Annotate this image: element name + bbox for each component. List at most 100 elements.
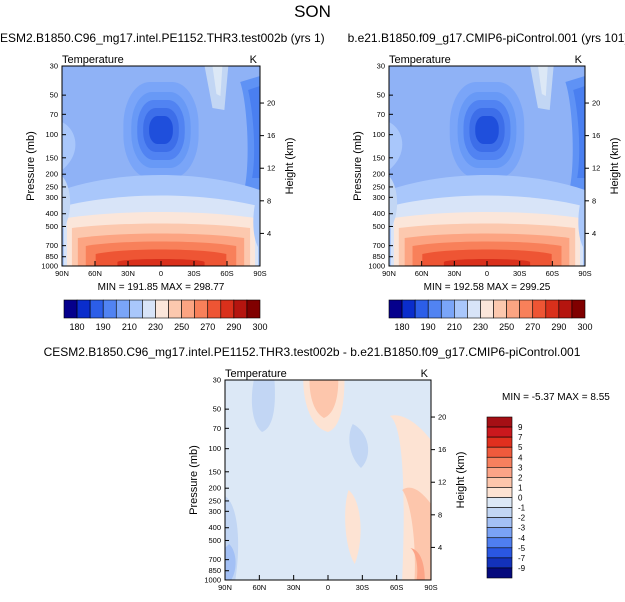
negative-patch-upper xyxy=(251,380,275,432)
x-tick-label: 90N xyxy=(218,583,232,592)
y-tick-label: 150 xyxy=(45,153,58,162)
colorbar-label: 9 xyxy=(518,423,523,432)
variable-label-difference: Temperature xyxy=(225,368,287,380)
colorbar-box xyxy=(181,299,195,319)
y-tick-label: 850 xyxy=(45,252,58,261)
colorbar-box xyxy=(506,299,520,319)
colorbar-label: -4 xyxy=(518,534,526,543)
x-tick-label: 60N xyxy=(415,269,429,278)
y-axis-title: Pressure (mb) xyxy=(25,131,37,201)
colorbar-box xyxy=(486,477,513,488)
colorbar-model: 180 190 210 230 250 270 290 300 xyxy=(63,299,268,332)
y-tick-label: 700 xyxy=(208,555,221,564)
x-tick-label: 0 xyxy=(159,269,163,278)
colorbar-box xyxy=(519,299,534,319)
colorbar-label: 270 xyxy=(200,322,215,332)
colorbar-box xyxy=(486,557,513,569)
colorbar-box xyxy=(486,487,513,498)
colorbar-box xyxy=(89,299,104,319)
colorbar-box xyxy=(207,299,222,319)
colorbar-box xyxy=(76,299,91,319)
colorbar-box xyxy=(194,299,209,319)
colorbar-box xyxy=(454,299,468,319)
colorbar-box xyxy=(388,299,403,319)
colorbar-label: -3 xyxy=(518,524,526,533)
positive-peak-south-polar xyxy=(410,548,425,580)
south-polar-surface xyxy=(253,190,260,250)
y-axis-title: Pressure (mb) xyxy=(352,131,364,201)
y-tick-label: 400 xyxy=(372,209,385,218)
units-label-control: K xyxy=(575,54,583,66)
colorbar-box xyxy=(545,299,560,319)
y-tick-label: 100 xyxy=(45,130,58,139)
colorbar-label: 1 xyxy=(518,483,523,492)
colorbar-label: 290 xyxy=(551,322,566,332)
colorbar-box xyxy=(440,299,455,319)
negative-patch-midlat xyxy=(349,424,369,468)
colorbar-box xyxy=(401,299,416,319)
cold-pool-band-4 xyxy=(149,116,173,144)
colorbar-label: 180 xyxy=(395,322,410,332)
colorbar-control: 180 190 210 230 250 270 290 300 xyxy=(388,299,593,332)
colorbar-label: 0 xyxy=(518,494,523,503)
y-tick-label: 500 xyxy=(45,222,58,231)
y-tick-label: 850 xyxy=(208,566,221,575)
colorbar-label: -2 xyxy=(518,514,526,523)
y-tick-label: 250 xyxy=(45,182,58,191)
y-tick-label: 300 xyxy=(208,507,221,516)
y-tick-label: 50 xyxy=(213,405,221,414)
units-label-difference: K xyxy=(421,368,429,380)
y-axis-title-right: Height (km) xyxy=(609,138,621,195)
colorbar-box xyxy=(571,299,586,319)
y-tick-label: 30 xyxy=(50,62,58,71)
min-max-text: MIN = 191.85 MAX = 298.77 xyxy=(98,282,225,293)
height-tick-label: 20 xyxy=(438,413,446,422)
height-tick-label: 16 xyxy=(438,445,446,454)
x-tick-label: 90N xyxy=(55,269,69,278)
x-tick-label: 60N xyxy=(88,269,102,278)
height-tick-label: 8 xyxy=(267,196,271,205)
colorbar-box xyxy=(486,537,513,549)
colorbar-box xyxy=(129,299,143,319)
y-tick-label: 400 xyxy=(208,523,221,532)
colorbar-box xyxy=(486,446,513,458)
x-tick-label: 90S xyxy=(424,583,437,592)
y-tick-label: 100 xyxy=(208,444,221,453)
panel-control: b.e21.B1850.f09_g17.CMIP6-piControl.001 … xyxy=(348,31,625,332)
colorbar-box xyxy=(486,416,513,428)
y-tick-label: 30 xyxy=(377,62,385,71)
y-tick-label: 30 xyxy=(213,376,221,385)
upper-warm-core xyxy=(212,66,223,96)
y-tick-label: 200 xyxy=(372,170,385,179)
panel-title-difference: CESM2.B1850.C96_mg17.intel.PE1152.THR3.t… xyxy=(44,345,581,359)
colorbar-label: 270 xyxy=(525,322,540,332)
colorbar-box xyxy=(486,507,513,518)
colorbar-label: 210 xyxy=(447,322,462,332)
colorbar-box xyxy=(414,299,429,319)
contour-field-difference xyxy=(225,380,431,580)
x-tick-label: 60S xyxy=(390,583,403,592)
x-tick-label: 90S xyxy=(253,269,266,278)
y-axis-title-right: Height (km) xyxy=(284,138,296,195)
y-tick-label: 250 xyxy=(208,496,221,505)
height-tick-label: 8 xyxy=(592,196,596,205)
height-tick-label: 16 xyxy=(267,131,275,140)
y-tick-label: 400 xyxy=(45,209,58,218)
x-tick-label: 0 xyxy=(326,583,330,592)
y-tick-label: 200 xyxy=(45,170,58,179)
colorbar-label: 2 xyxy=(518,473,523,482)
colorbar-label: -7 xyxy=(518,554,526,563)
colorbar-label: 300 xyxy=(252,322,267,332)
polar-cold-core xyxy=(248,86,260,178)
height-tick-label: 20 xyxy=(267,99,275,108)
y-tick-label: 1000 xyxy=(368,262,385,271)
min-max-text: MIN = -5.37 MAX = 8.55 xyxy=(502,392,610,403)
y-tick-label: 70 xyxy=(50,110,58,119)
colorbar-box xyxy=(115,299,130,319)
y-tick-label: 150 xyxy=(208,467,221,476)
colorbar-box xyxy=(486,456,513,468)
variable-label-model: Temperature xyxy=(62,54,124,66)
x-tick-label: 90N xyxy=(382,269,396,278)
cold-pool-band-4 xyxy=(475,116,499,144)
